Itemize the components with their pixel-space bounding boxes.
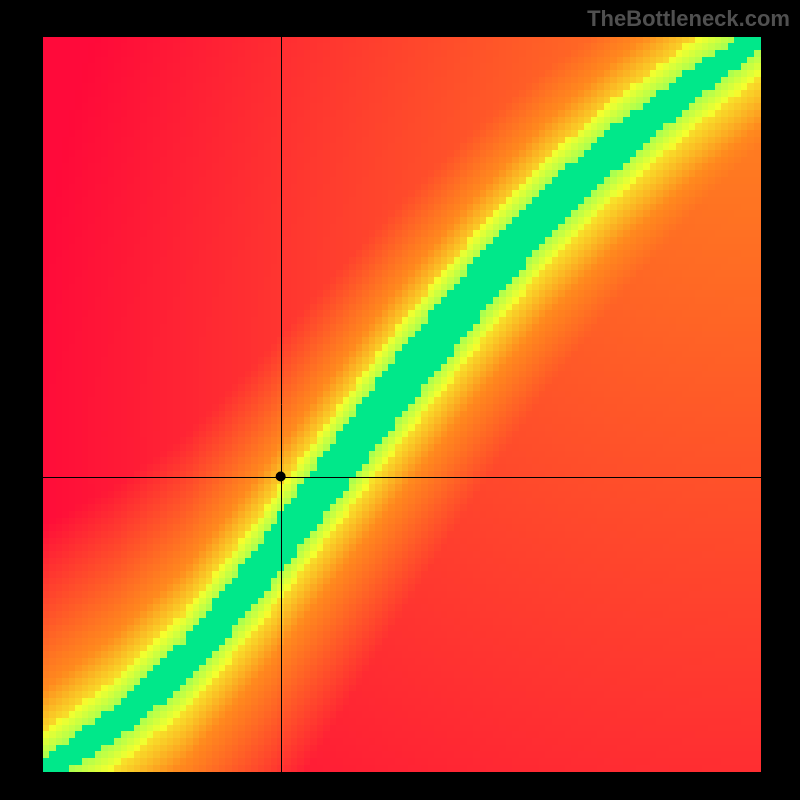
chart-container: TheBottleneck.com	[0, 0, 800, 800]
watermark-text: TheBottleneck.com	[587, 6, 790, 32]
bottleneck-heatmap	[43, 37, 761, 772]
